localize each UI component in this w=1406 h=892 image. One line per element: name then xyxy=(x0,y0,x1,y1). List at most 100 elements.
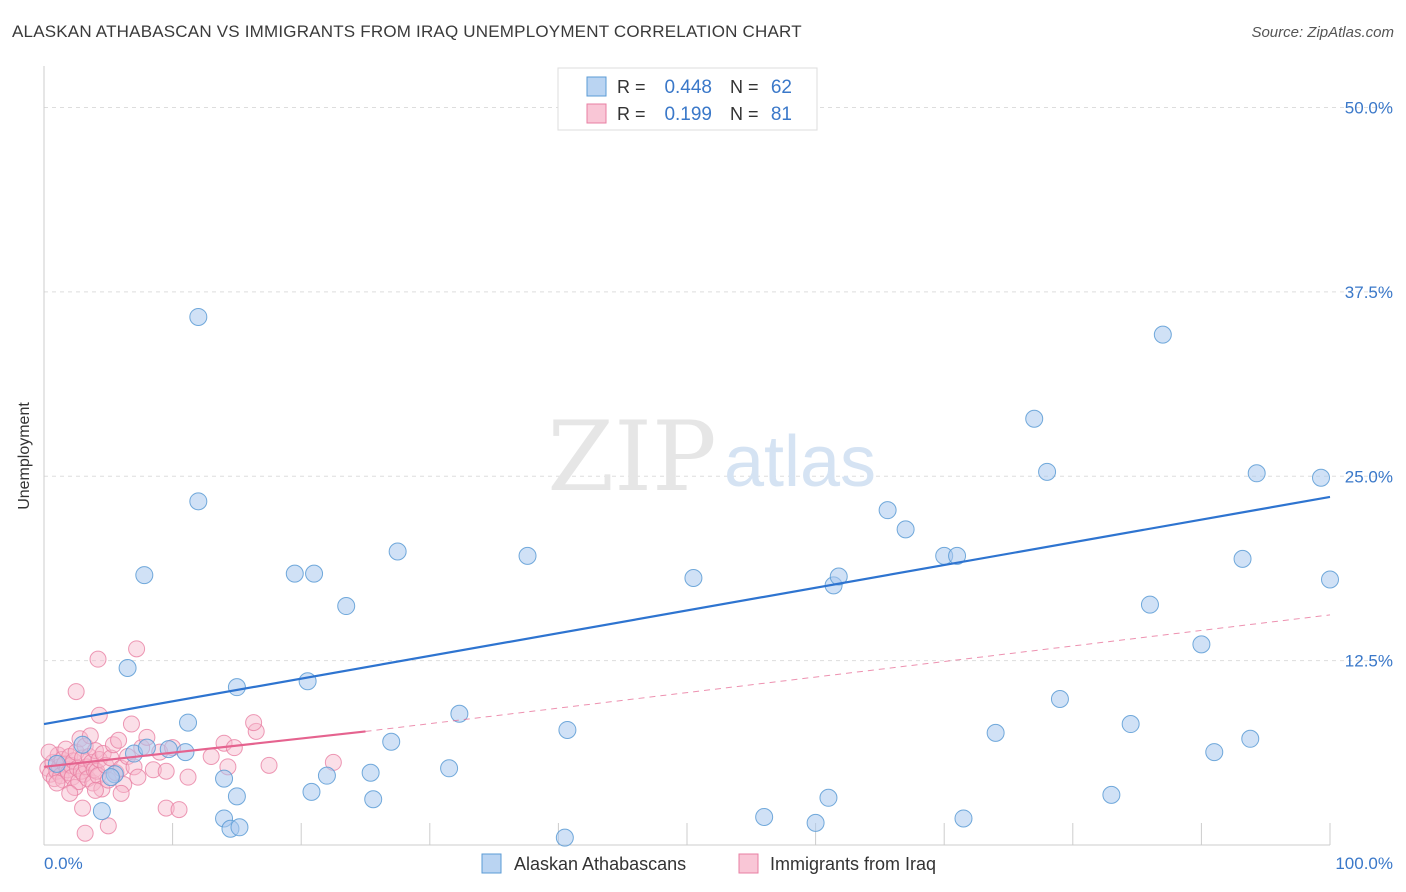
data-point-athabascan xyxy=(215,769,234,788)
series-athabascan xyxy=(47,98,1339,847)
legend-n-label: N = xyxy=(730,77,759,97)
data-point-athabascan xyxy=(1121,715,1140,734)
data-point-athabascan xyxy=(382,732,401,751)
data-point-athabascan xyxy=(101,768,120,787)
series-legend: Alaskan Athabascans Immigrants from Iraq xyxy=(481,853,936,874)
data-point-iraq xyxy=(129,768,147,786)
data-point-iraq xyxy=(86,781,104,799)
legend-swatch-athabascan xyxy=(481,853,502,874)
data-point-athabascan xyxy=(1241,729,1260,748)
data-point-athabascan xyxy=(92,802,111,821)
legend-r-label: R = xyxy=(617,104,646,124)
data-point-athabascan xyxy=(1050,689,1069,708)
data-point-athabascan xyxy=(1205,743,1224,762)
tick-labels: 12.5% 25.0% 37.5% 50.0% 0.0% 100.0% xyxy=(44,99,1393,874)
data-point-athabascan xyxy=(159,740,178,759)
data-point-athabascan xyxy=(337,597,356,616)
data-point-iraq xyxy=(260,756,278,774)
data-point-iraq xyxy=(245,714,263,732)
data-point-athabascan xyxy=(118,659,137,677)
data-point-iraq xyxy=(74,799,92,817)
watermark: ZIP atlas xyxy=(547,401,876,513)
data-point-iraq xyxy=(179,768,197,786)
y-tick-label: 37.5% xyxy=(1345,283,1393,302)
source-label: Source: ZipAtlas.com xyxy=(1251,24,1394,41)
data-point-athabascan xyxy=(73,735,92,754)
data-point-athabascan xyxy=(189,307,208,326)
data-point-athabascan xyxy=(829,567,848,586)
data-point-athabascan xyxy=(361,763,380,782)
data-point-iraq xyxy=(99,817,117,835)
data-point-athabascan xyxy=(285,564,304,583)
chart-title: ALASKAN ATHABASCAN VS IMMIGRANTS FROM IR… xyxy=(12,22,802,41)
legend-n-label: N = xyxy=(730,104,759,124)
legend-swatch xyxy=(586,76,607,97)
data-point-iraq xyxy=(170,801,188,819)
y-tick-label: 50.0% xyxy=(1345,99,1393,118)
data-point-athabascan xyxy=(1153,325,1172,344)
legend-r-value: 0.448 xyxy=(664,77,712,98)
data-point-athabascan xyxy=(518,546,537,565)
data-point-iraq xyxy=(104,736,122,754)
data-point-iraq xyxy=(93,780,111,798)
data-point-iraq xyxy=(48,774,66,792)
x-tick-label-min: 0.0% xyxy=(44,854,83,873)
data-point-athabascan xyxy=(305,564,324,583)
legend-r-label: R = xyxy=(617,77,646,97)
legend-label-iraq: Immigrants from Iraq xyxy=(770,854,936,874)
data-point-iraq xyxy=(76,824,94,842)
data-point-athabascan xyxy=(388,542,407,561)
data-point-iraq xyxy=(112,784,130,802)
data-point-athabascan xyxy=(137,738,156,757)
y-tick-label: 25.0% xyxy=(1345,467,1393,486)
trend-line-iraq xyxy=(43,730,366,768)
data-point-athabascan xyxy=(227,678,246,697)
data-point-athabascan xyxy=(1102,785,1121,804)
data-point-athabascan xyxy=(684,569,703,588)
trend-line-athabascan xyxy=(43,495,1331,726)
data-point-iraq xyxy=(79,770,97,788)
data-point-athabascan xyxy=(230,818,249,837)
data-point-athabascan xyxy=(1311,468,1330,487)
trend-lines xyxy=(43,495,1331,768)
gridlines xyxy=(44,107,1392,662)
data-point-athabascan xyxy=(896,520,915,539)
data-point-iraq xyxy=(225,739,243,757)
legend-label-athabascan: Alaskan Athabascans xyxy=(514,854,686,874)
data-point-athabascan xyxy=(819,788,838,807)
data-point-athabascan xyxy=(1192,635,1211,654)
data-point-iraq xyxy=(157,799,175,817)
x-tick-label-max: 100.0% xyxy=(1335,854,1393,873)
data-point-athabascan xyxy=(1233,549,1252,568)
data-point-athabascan xyxy=(1038,462,1057,481)
data-point-athabascan xyxy=(317,766,336,785)
data-point-athabascan xyxy=(878,501,897,520)
legend-n-value: 62 xyxy=(771,77,792,98)
trend-line-iraq-extended xyxy=(365,614,1331,732)
legend-swatch xyxy=(586,103,607,124)
data-point-athabascan xyxy=(558,720,577,739)
data-point-athabascan xyxy=(1140,595,1159,614)
data-point-athabascan xyxy=(189,492,208,511)
data-point-athabascan xyxy=(1321,570,1339,589)
data-point-athabascan xyxy=(450,704,469,723)
data-point-iraq xyxy=(67,683,85,701)
data-point-iraq xyxy=(157,762,175,780)
legend-n-value: 81 xyxy=(771,104,792,125)
data-point-iraq xyxy=(122,715,140,733)
watermark-zip: ZIP xyxy=(547,401,716,513)
data-point-athabascan xyxy=(1025,409,1044,428)
data-point-iraq xyxy=(128,640,146,658)
legend-r-value: 0.199 xyxy=(664,104,712,125)
legend-swatch-iraq xyxy=(738,853,759,874)
data-point-athabascan xyxy=(948,546,967,565)
data-point-athabascan xyxy=(986,723,1005,742)
data-point-iraq xyxy=(144,761,162,779)
data-point-athabascan xyxy=(135,566,154,585)
data-point-athabascan xyxy=(755,807,774,826)
data-point-athabascan xyxy=(364,790,383,809)
stats-legend: R = 0.448 N = 62 R = 0.199 N = 81 xyxy=(557,67,818,131)
y-tick-label: 12.5% xyxy=(1345,652,1393,671)
data-point-athabascan xyxy=(227,787,246,806)
